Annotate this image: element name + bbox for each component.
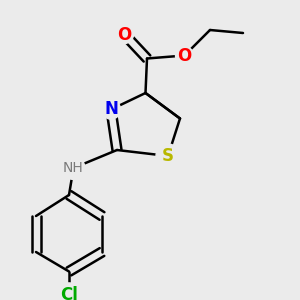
Text: NH: NH [63, 161, 84, 175]
Text: O: O [177, 46, 192, 64]
Text: O: O [117, 26, 132, 44]
Text: Cl: Cl [60, 286, 78, 300]
Circle shape [156, 144, 180, 168]
Circle shape [101, 100, 121, 119]
Text: N: N [104, 100, 118, 118]
Circle shape [62, 157, 85, 179]
Text: S: S [162, 147, 174, 165]
Circle shape [176, 46, 194, 64]
Circle shape [56, 283, 82, 300]
Circle shape [116, 26, 134, 44]
